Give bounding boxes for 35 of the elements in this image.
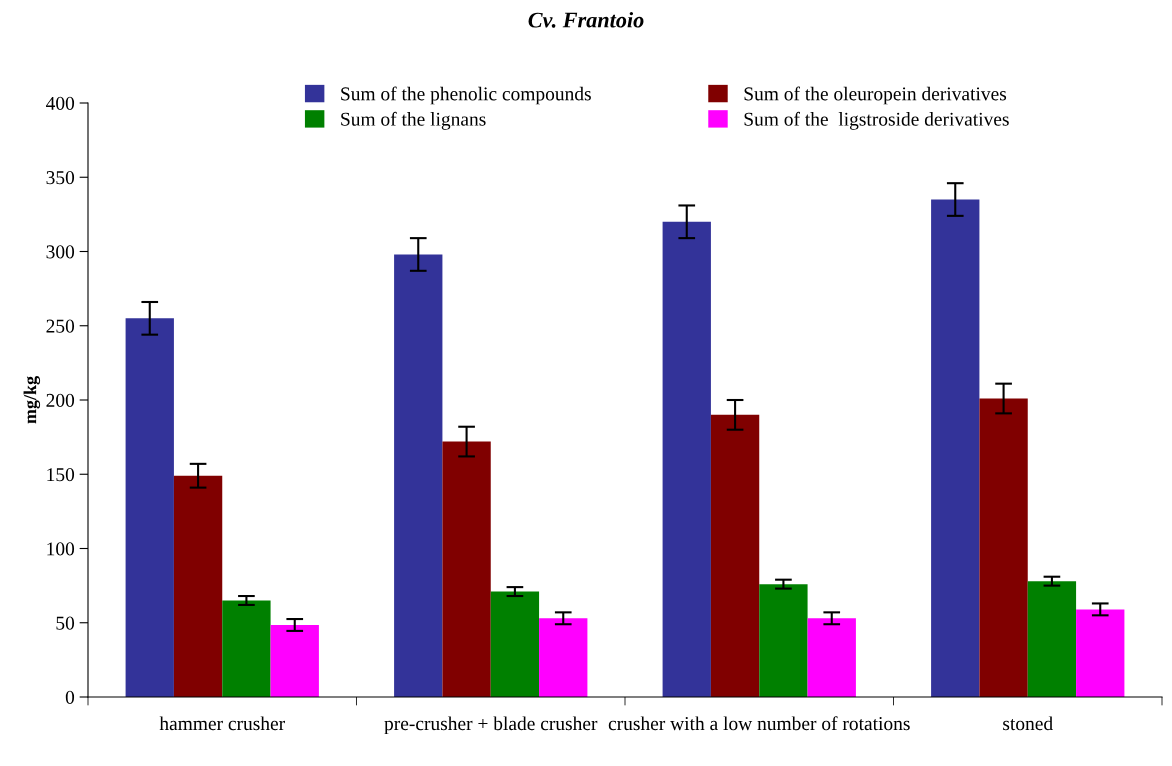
chart-title: Cv. Frantoio <box>528 11 644 28</box>
bar <box>222 600 271 697</box>
y-tick-label: 250 <box>46 319 75 333</box>
y-tick-label: 150 <box>47 468 75 482</box>
x-tick-label: stoned <box>1003 716 1053 731</box>
legend-label: Sum of the ligstroside derivatives <box>744 111 1009 130</box>
x-tick-label: crusher with a low number of rotations <box>608 716 910 731</box>
bar <box>1027 581 1077 697</box>
bar <box>710 414 760 697</box>
bar <box>931 199 980 697</box>
y-tick-label: 200 <box>46 393 75 407</box>
bar <box>662 221 711 697</box>
legend-label: Sum of the lignans <box>341 111 486 130</box>
bar <box>979 398 1028 697</box>
bar <box>270 624 319 697</box>
bar <box>125 318 174 697</box>
y-tick-label: 100 <box>47 542 75 556</box>
bar <box>394 254 443 697</box>
legend-label: Sum of the phenolic compounds <box>341 86 591 105</box>
bar <box>539 618 588 697</box>
bar <box>490 591 540 697</box>
y-tick-label: 50 <box>56 616 75 630</box>
y-axis-title: mg/kg <box>23 376 41 424</box>
y-tick-label: 350 <box>46 171 75 185</box>
bar <box>173 475 223 697</box>
x-tick-label: hammer crusher <box>159 716 285 731</box>
bar <box>759 584 808 697</box>
legend-label: Sum of the oleuropein derivatives <box>744 86 1007 105</box>
x-tick-label: pre-crusher + blade crusher <box>384 716 598 735</box>
y-tick-label: 400 <box>46 96 75 110</box>
bar <box>442 441 491 697</box>
bar <box>1076 609 1125 697</box>
bar <box>807 618 856 697</box>
y-tick-label: 300 <box>46 245 75 259</box>
y-tick-label: 0 <box>65 690 75 704</box>
